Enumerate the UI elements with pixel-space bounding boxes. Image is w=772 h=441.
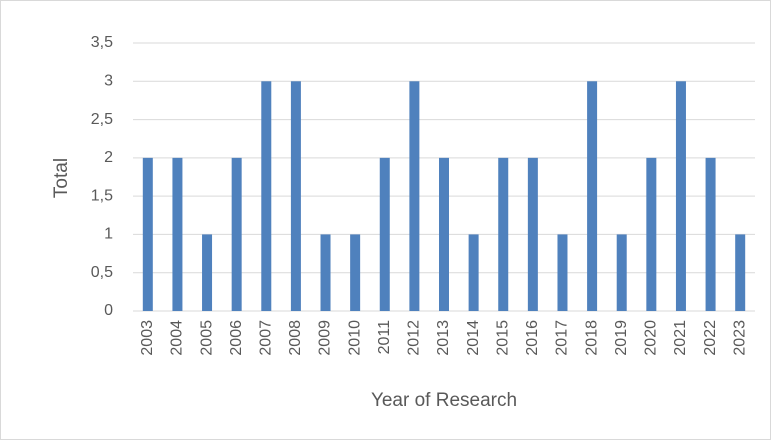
bar [705,157,716,311]
x-tick-label: 2014 [465,320,482,356]
bar [439,157,449,311]
x-tick-label: 2016 [524,320,541,356]
bar [587,81,598,312]
x-tick-label: 2020 [643,320,660,356]
y-tick-label: 3,5 [91,34,113,51]
x-tick-label: 2023 [731,320,748,356]
bar [379,157,390,311]
y-tick-label: 1,5 [91,187,113,204]
bar [142,157,153,311]
x-tick-label: 2018 [583,320,600,356]
bar [409,81,420,312]
y-tick-label: 0,5 [91,264,113,281]
x-tick-label: 2007 [258,320,275,356]
x-tick-label: 2010 [346,320,363,356]
x-tick-label: 2021 [672,320,689,356]
x-tick-label: 2015 [494,320,511,356]
y-tick-label: 2,5 [91,111,113,128]
x-tick-label: 2009 [317,320,334,356]
x-axis-label: Year of Research [371,390,517,411]
x-tick-label: 2005 [198,320,215,356]
x-tick-label: 2017 [554,320,571,356]
y-tick-label: 1 [104,226,113,243]
bar [675,81,686,312]
x-tick-label: 2019 [613,320,630,356]
bar [320,234,331,311]
bar [735,234,746,311]
bar [557,234,568,311]
x-tick-label: 2012 [406,320,423,356]
x-tick-label: 2013 [435,320,452,356]
bar [498,157,509,311]
bar [350,234,361,311]
y-axis-label: Total [51,158,72,198]
bar [468,234,479,311]
x-tick-label: 2006 [228,320,245,356]
bar [261,81,272,312]
bar [231,157,242,311]
bar [616,234,627,311]
x-tick-label: 2003 [139,320,156,356]
y-tick-label: 0 [104,302,113,319]
bar [290,81,301,312]
bar [172,157,183,311]
y-tick-label: 2 [104,149,113,166]
y-tick-label: 3 [104,73,113,90]
bar [527,157,538,311]
x-tick-label: 2008 [287,320,304,356]
x-tick-label: 2022 [702,320,719,356]
x-tick-label: 2004 [169,320,186,356]
bar [646,157,657,311]
x-tick-label: 2011 [376,320,393,355]
bar [202,234,213,311]
